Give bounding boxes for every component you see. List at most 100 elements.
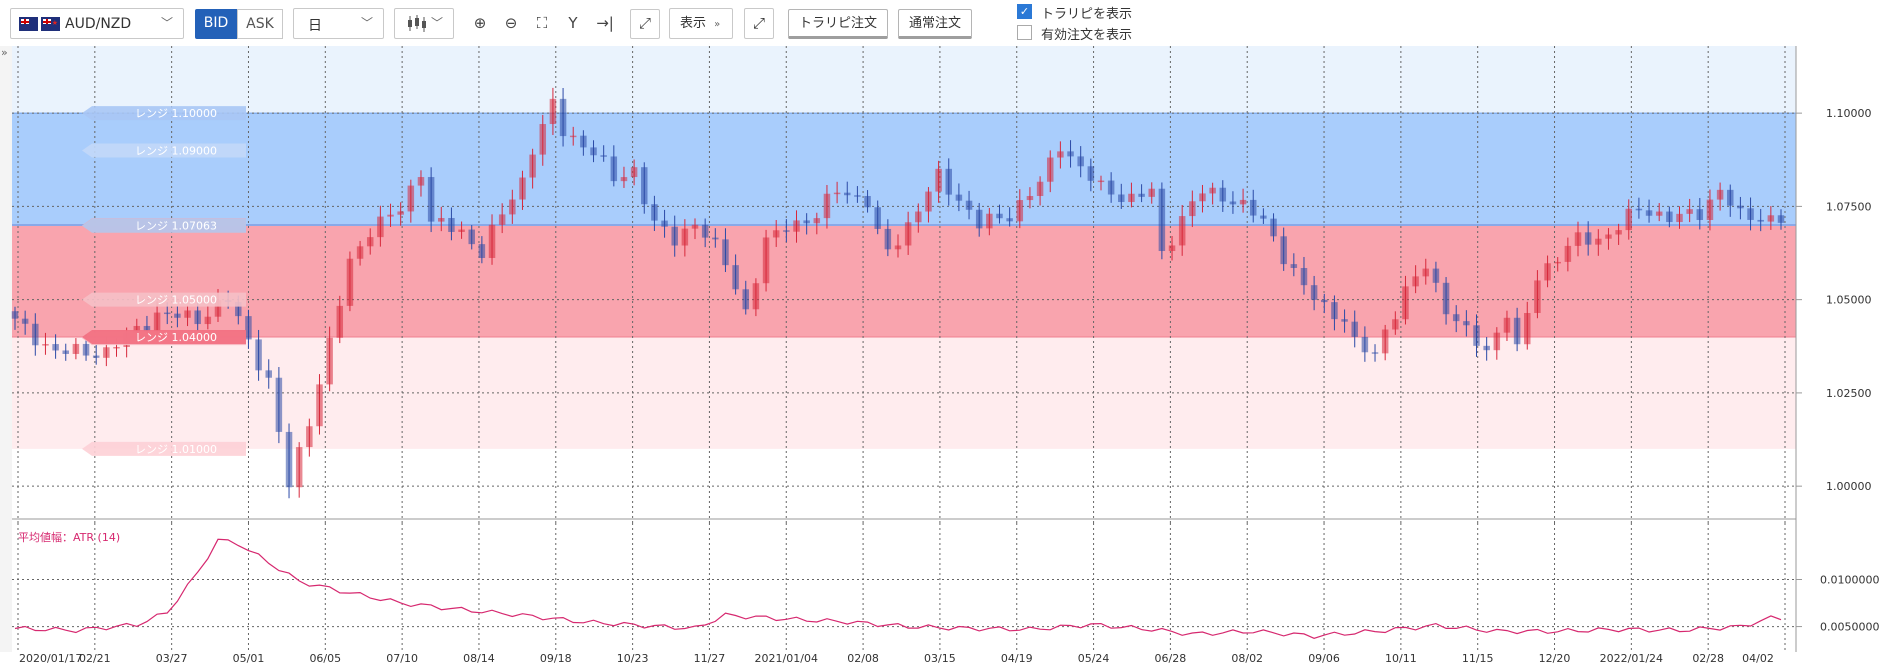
side-panel-toggle[interactable]: » [0, 46, 12, 666]
atr-panel [12, 518, 1885, 652]
candle-body [366, 237, 374, 247]
show-trailipi-checkbox[interactable]: ✓ [1017, 4, 1032, 19]
x-tick-label: 02/08 [847, 652, 879, 665]
symbol-select[interactable]: AUD/NZD ﹀ [10, 8, 184, 39]
candle-body [783, 230, 790, 232]
candle-body [1087, 166, 1095, 181]
chart-type-select[interactable]: ﹀ [394, 8, 454, 39]
show-active-orders-checkbox[interactable] [1017, 25, 1032, 40]
candle-body [204, 316, 212, 325]
candle-body [630, 167, 638, 178]
x-tick-label: 10/23 [617, 652, 649, 665]
candle-body [1300, 267, 1308, 286]
candle-body [245, 316, 252, 340]
candle-body [945, 168, 952, 195]
crosshair-icon[interactable]: Y [568, 14, 578, 32]
candle-body [975, 209, 983, 229]
candle-body [468, 229, 475, 245]
atr-background [12, 523, 1796, 652]
candle-body [661, 220, 668, 227]
candle-body [427, 177, 435, 222]
candle-body [1503, 317, 1511, 333]
candle-body [1209, 187, 1216, 194]
candle-body [153, 312, 161, 332]
au-flag-icon [19, 17, 38, 31]
display-menu-button[interactable]: 表示 » [669, 8, 733, 39]
candle-body [844, 192, 851, 196]
candle-body [996, 213, 1003, 219]
x-tick-label: 11/15 [1462, 652, 1494, 665]
candle-body [651, 204, 658, 221]
candle-body [519, 177, 526, 200]
candle-body [620, 177, 628, 182]
candle-body [1564, 245, 1572, 262]
candle-body [1432, 268, 1440, 283]
y-tick-label: 0.0100000 [1820, 573, 1880, 586]
candlestick-icon [408, 15, 426, 32]
candle-body [559, 98, 567, 137]
expand-icon[interactable]: ⤢ [744, 8, 774, 39]
candle-body [904, 222, 912, 246]
x-tick-label: 2020/01/17 [19, 652, 82, 665]
period-select[interactable]: 日 ﹀ [293, 8, 384, 39]
indicator-icon[interactable]: ⤢ [630, 9, 660, 39]
candle-body [1392, 319, 1399, 330]
candle-body [1442, 282, 1450, 315]
candle-body [1524, 313, 1531, 345]
candle-body [813, 218, 821, 224]
candle-body [590, 147, 597, 156]
range-tag [82, 292, 246, 307]
candle-body [82, 343, 90, 356]
candle-body [448, 217, 455, 232]
candle-body [285, 431, 293, 488]
candle-body [1280, 236, 1287, 265]
candle-body [793, 220, 800, 232]
x-tick-label: 09/18 [540, 652, 572, 665]
x-tick-label: 02/21 [79, 652, 111, 665]
candle-body [1422, 268, 1430, 277]
candle-body [316, 384, 323, 427]
candle-body [377, 216, 384, 238]
period-label: 日 [308, 18, 322, 34]
candle-body [539, 124, 547, 155]
candle-body [1463, 321, 1470, 326]
y-tick-label: 1.10000 [1826, 107, 1872, 120]
bid-button[interactable]: BID [195, 9, 237, 39]
x-tick-label: 12/20 [1539, 652, 1571, 665]
trailipi-order-button[interactable]: トラリピ注文 [788, 9, 889, 39]
candle-body [894, 245, 902, 250]
candle-body [1138, 193, 1145, 197]
candle-body [1584, 232, 1592, 245]
x-axis-area [0, 652, 1885, 666]
candle-body [915, 211, 922, 223]
candle-body [1148, 188, 1155, 197]
x-tick-label: 04/02 [1742, 652, 1774, 665]
candle-body [1605, 234, 1612, 239]
candle-body [1118, 194, 1125, 203]
x-tick-label: 05/01 [233, 652, 265, 665]
zoom-out-icon[interactable]: ⊖ [504, 14, 518, 32]
range-tag [82, 441, 246, 456]
candle-body [1473, 325, 1480, 346]
candle-body [11, 311, 19, 319]
x-tick-label: 02/28 [1692, 652, 1724, 665]
y-tick-label: 0.0050000 [1820, 621, 1880, 634]
show-active-orders-label: 有効注文を表示 [1041, 28, 1133, 43]
scroll-end-icon[interactable]: →| [596, 14, 614, 32]
candle-body [1534, 280, 1541, 314]
zoom-in-icon[interactable]: ⊕ [473, 14, 487, 32]
candle-body [1270, 218, 1277, 237]
candle-body [955, 194, 963, 201]
ask-button[interactable]: ASK [237, 9, 283, 39]
range-label: レンジ 1.05000 [135, 294, 217, 307]
candle-body [671, 226, 678, 246]
candle-body [21, 318, 29, 324]
candle-body [935, 168, 942, 192]
fit-icon[interactable]: ⛶ [536, 14, 548, 32]
candle-body [336, 305, 344, 338]
y-tick-label: 1.00000 [1826, 480, 1872, 493]
normal-order-button[interactable]: 通常注文 [898, 9, 973, 39]
candle-body [1331, 302, 1338, 320]
candle-body [701, 224, 709, 238]
